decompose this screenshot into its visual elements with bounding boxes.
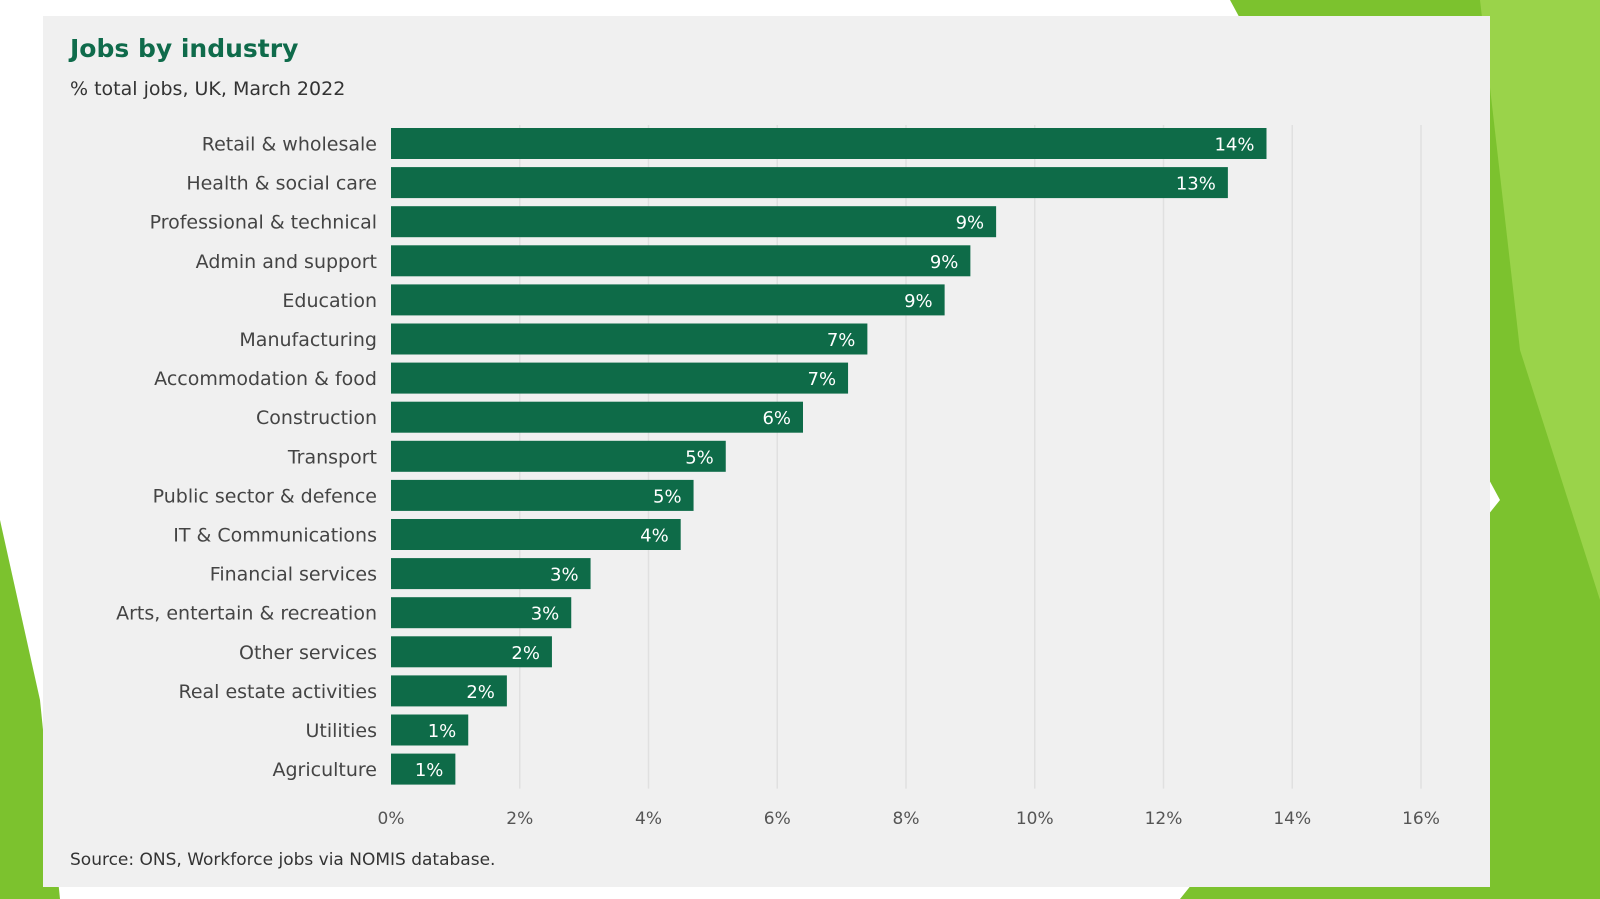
value-label: 6% <box>762 408 791 429</box>
category-label: Real estate activities <box>178 681 377 703</box>
category-label: Education <box>282 290 377 312</box>
bar <box>391 753 456 785</box>
value-label: 7% <box>808 369 837 390</box>
bar <box>391 440 726 472</box>
bar <box>391 206 997 238</box>
bar <box>391 128 1267 159</box>
value-label: 1% <box>415 760 444 781</box>
bar <box>391 675 507 707</box>
x-tick-label: 12% <box>1145 809 1183 829</box>
bar <box>391 558 591 590</box>
category-label: Construction <box>256 407 377 429</box>
category-label: Manufacturing <box>239 329 377 351</box>
value-label: 9% <box>930 252 959 273</box>
bar <box>391 636 552 668</box>
bar <box>391 714 469 746</box>
bar <box>391 519 681 550</box>
bar <box>391 597 572 629</box>
value-label: 9% <box>956 213 985 234</box>
value-label: 3% <box>531 604 560 625</box>
value-labels: 14% 13% 9% 9% 9% 7% 7% 6% 5%5% 4% 3% 3% 2% 2% 1% 1% <box>415 135 1255 782</box>
category-label: Health & social care <box>186 173 377 195</box>
chart-subtitle: % total jobs, UK, March 2022 <box>70 78 346 100</box>
category-label: Public sector & defence <box>153 485 377 507</box>
x-tick-label: 4% <box>635 809 662 829</box>
category-label: Financial services <box>210 564 377 586</box>
bars <box>391 128 1267 785</box>
value-label: 5% <box>685 447 714 468</box>
value-label: 2% <box>511 643 540 664</box>
chart-source: Source: ONS, Workforce jobs via NOMIS da… <box>70 850 496 870</box>
value-label: 9% <box>904 291 933 312</box>
category-label: Arts, entertain & recreation <box>116 603 377 625</box>
bar <box>391 362 849 394</box>
value-label: 2% <box>466 682 495 703</box>
category-label: Admin and support <box>196 251 377 273</box>
category-label: Utilities <box>305 720 377 742</box>
category-label: Retail & wholesale <box>202 134 377 156</box>
value-label: 4% <box>640 526 669 547</box>
x-tick-label: 14% <box>1273 809 1311 829</box>
bar <box>391 284 945 316</box>
bg-green-right-light <box>1480 0 1600 600</box>
category-labels: Retail & wholesale Health & social care Pr… <box>116 134 377 782</box>
x-tick-label: 16% <box>1402 809 1440 829</box>
x-tick-label: 6% <box>764 809 791 829</box>
category-label: IT & Communications <box>173 525 377 547</box>
value-label: 7% <box>827 330 856 351</box>
x-tick-label: 8% <box>893 809 920 829</box>
value-label: 13% <box>1176 174 1216 195</box>
bar <box>391 323 868 355</box>
category-label: Professional & technical <box>150 212 377 234</box>
x-axis-ticks: 0% 2% 4% 6% 8% 10% 12% 14% 16% <box>378 809 1440 829</box>
bar <box>391 479 694 511</box>
value-label: 3% <box>550 565 579 586</box>
chart-card <box>43 16 1490 887</box>
category-label: Agriculture <box>273 759 378 781</box>
value-label: 14% <box>1214 135 1254 156</box>
x-tick-label: 10% <box>1016 809 1054 829</box>
bar <box>391 401 803 433</box>
value-label: 5% <box>653 486 682 507</box>
bar <box>391 167 1228 199</box>
chart-title: Jobs by industry <box>70 34 299 63</box>
category-label: Accommodation & food <box>154 368 377 390</box>
category-label: Other services <box>239 642 377 664</box>
bar <box>391 245 971 277</box>
bg-green-right <box>1180 0 1600 899</box>
category-label: Transport <box>287 446 377 468</box>
x-tick-label: 2% <box>506 809 533 829</box>
x-tick-label: 0% <box>378 809 405 829</box>
value-label: 1% <box>428 721 457 742</box>
